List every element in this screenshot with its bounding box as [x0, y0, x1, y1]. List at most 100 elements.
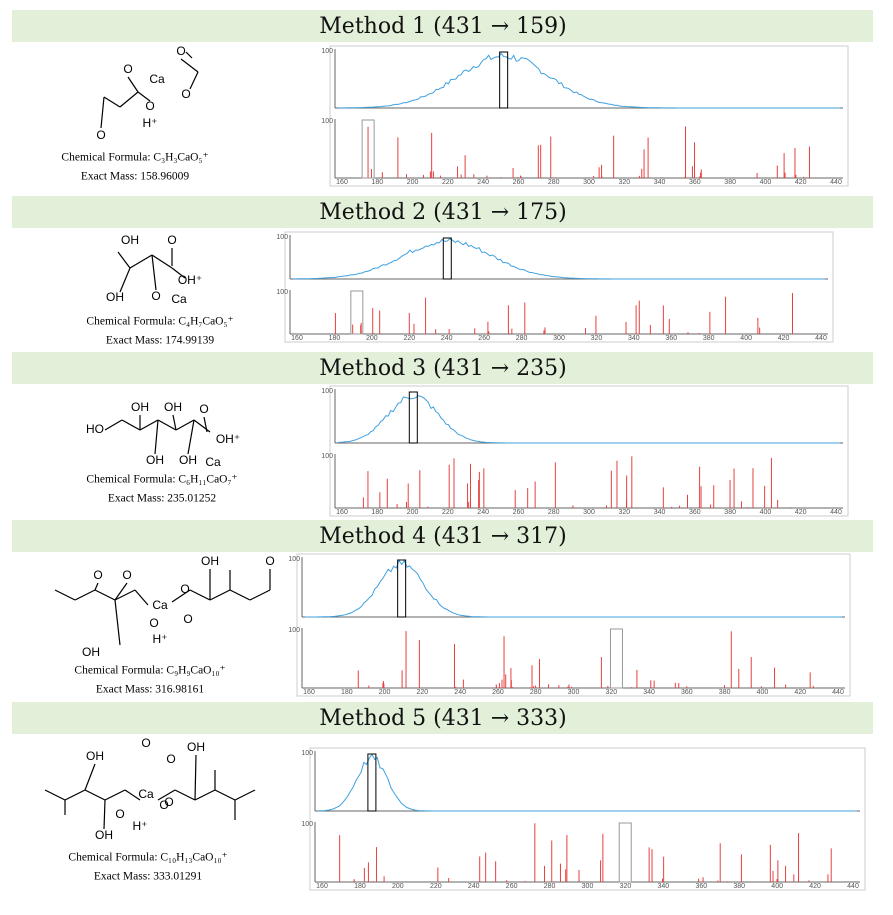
structure: OH O OH⁺ OH O Ca	[106, 233, 202, 306]
bond	[185, 51, 193, 59]
bond	[139, 419, 159, 431]
bond	[171, 267, 186, 279]
atom-label: O	[96, 128, 105, 142]
selected-window	[408, 391, 418, 444]
x-tick-label: 300	[583, 179, 595, 186]
atom-label: OH	[106, 290, 124, 304]
method-title: Method 3 (431 → 235)	[319, 356, 566, 381]
y-axis-label: 100	[321, 388, 333, 395]
spectrum-panel	[284, 231, 834, 343]
x-tick-label: 180	[354, 883, 366, 890]
y-axis-label: 100	[288, 627, 300, 634]
x-tick-label: 340	[658, 883, 670, 890]
x-tick-label: 220	[430, 883, 442, 890]
bond	[119, 91, 139, 108]
spectrum-panel	[309, 747, 866, 891]
bond	[129, 254, 153, 269]
x-tick-label: 260	[506, 883, 518, 890]
chemical-formula: Chemical Formula: C₉H₉CaO₁₀⁺	[74, 665, 225, 677]
atom-label: O	[176, 44, 185, 58]
x-tick-label: 400	[760, 179, 772, 186]
x-tick-label: 300	[582, 883, 594, 890]
x-tick-label: 220	[442, 179, 454, 186]
x-tick-label: 260	[478, 335, 490, 342]
bond	[134, 589, 149, 606]
spectrum-panel	[329, 385, 849, 517]
bond	[151, 254, 173, 269]
x-tick-label: 200	[407, 509, 419, 516]
x-tick-label: 380	[733, 883, 745, 890]
x-tick-label: 180	[371, 509, 383, 516]
atom-label: OH	[201, 554, 219, 568]
exact-mass: Exact Mass: 333.01291	[94, 871, 203, 883]
exact-mass: Exact Mass: 158.96009	[81, 171, 190, 183]
bond	[94, 589, 116, 601]
y-axis-label: 100	[288, 556, 300, 563]
bond	[157, 789, 176, 801]
atom-label: O	[123, 62, 132, 76]
selected-fragment	[618, 822, 632, 883]
x-tick-label: 280	[516, 335, 528, 342]
atom-label: O	[180, 582, 189, 596]
bond	[209, 589, 231, 601]
atom-label: H⁺	[153, 632, 168, 646]
x-tick-label: 160	[303, 689, 315, 696]
bond	[151, 254, 157, 291]
x-tick-label: 220	[417, 689, 429, 696]
atom-label: O	[151, 289, 160, 303]
bond	[175, 419, 195, 431]
bond	[174, 789, 196, 801]
atom-label: O	[122, 568, 131, 582]
bond	[44, 789, 66, 801]
atom-label: OH	[82, 645, 100, 659]
selected-fragment	[609, 628, 623, 689]
x-tick-label: 440	[830, 179, 842, 186]
bond	[94, 582, 99, 591]
method-header-bar	[12, 352, 873, 384]
bond	[104, 789, 126, 801]
bond	[137, 91, 151, 102]
atom-label: OH	[131, 400, 149, 414]
x-tick-label: 340	[643, 689, 655, 696]
x-tick-label: 200	[366, 335, 378, 342]
atom-label: Ca	[205, 455, 221, 469]
y-axis-label: 100	[301, 821, 313, 828]
x-tick-label: 240	[441, 335, 453, 342]
atom-label: O	[141, 736, 150, 750]
chemical-formula: Chemical Formula: C₆H₁₁CaO₇⁺	[86, 474, 237, 486]
x-tick-label: 420	[795, 509, 807, 516]
energy-curve	[337, 395, 840, 444]
atom-label: OH⁺	[216, 432, 240, 446]
x-tick-label: 200	[379, 689, 391, 696]
x-tick-label: 240	[468, 883, 480, 890]
chemical-formula: Chemical Formula: C₁₀H₁₃CaO₁₀⁺	[68, 852, 227, 864]
x-tick-label: 400	[771, 883, 783, 890]
bond	[100, 96, 105, 129]
bond	[187, 419, 195, 455]
selected-window	[442, 237, 452, 280]
x-tick-label: 380	[724, 509, 736, 516]
x-tick-label: 160	[336, 179, 348, 186]
bond	[54, 589, 76, 601]
structure: OH OH HO OH⁺ OH OH O Ca	[86, 400, 240, 469]
bond	[194, 754, 197, 801]
atom-label: OH	[179, 453, 197, 467]
bond	[84, 763, 96, 791]
x-tick-label: 320	[618, 179, 630, 186]
x-tick-label: 340	[654, 179, 666, 186]
atom-label: OH	[187, 740, 205, 754]
bond	[64, 789, 86, 801]
bond	[157, 419, 177, 431]
x-tick-label: 440	[832, 689, 844, 696]
x-tick-label: 160	[336, 509, 348, 516]
exact-mass: Exact Mass: 316.98161	[96, 684, 205, 696]
selected-fragment	[361, 119, 375, 179]
y-axis-label: 100	[321, 48, 333, 55]
atom-label: Ca	[152, 598, 168, 612]
x-tick-label: 440	[815, 335, 827, 342]
atom-label: OH	[146, 453, 164, 467]
selected-window	[499, 51, 509, 109]
method-title: Method 5 (431 → 333)	[319, 706, 566, 731]
